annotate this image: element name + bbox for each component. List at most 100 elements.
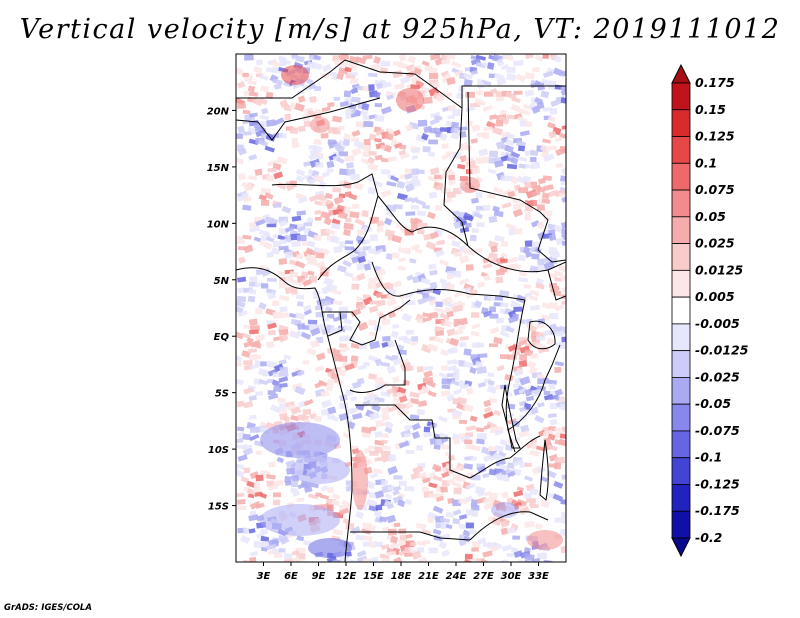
field-cell (511, 96, 521, 104)
field-cell (453, 437, 461, 445)
field-cell (542, 70, 554, 78)
field-cell (410, 204, 420, 210)
field-cell (496, 364, 505, 372)
field-cell (540, 90, 550, 99)
field-cell (368, 277, 377, 284)
field-cell (510, 157, 519, 165)
field-cell (512, 535, 520, 540)
field-cell (553, 480, 564, 489)
colorbar-box (671, 484, 691, 512)
field-cell (415, 199, 427, 207)
field-cell (548, 189, 559, 198)
field-cell (336, 144, 345, 154)
field-cell (475, 360, 484, 368)
field-cell (242, 447, 254, 456)
field-cell (236, 463, 245, 470)
field-cell (326, 160, 335, 169)
field-cell (242, 204, 252, 211)
field-cell (249, 91, 259, 97)
field-cell (530, 304, 541, 311)
field-cell (296, 234, 307, 242)
field-cell (523, 559, 533, 562)
field-cell (458, 523, 466, 530)
field-cell (396, 180, 406, 189)
field-cell (288, 312, 298, 319)
field-cell (267, 390, 276, 396)
field-cell (327, 378, 335, 386)
field-cell (488, 343, 499, 348)
field-cell (519, 406, 527, 413)
field-cell (367, 186, 377, 195)
field-cell (376, 220, 385, 228)
field-cell (446, 54, 456, 60)
lat-tick-label: 15N (207, 163, 230, 174)
field-cell (263, 241, 273, 250)
field-cell (411, 244, 420, 251)
field-cell (371, 403, 381, 412)
field-cell (483, 406, 492, 413)
field-cell (278, 219, 288, 227)
field-cell (452, 320, 462, 328)
field-cell (374, 267, 387, 278)
field-cell (291, 215, 302, 222)
field-cell (368, 305, 379, 314)
field-cell (381, 480, 388, 487)
field-cell (501, 559, 508, 562)
field-cell (505, 133, 515, 140)
field-cell (492, 205, 500, 213)
field-cell (361, 144, 372, 152)
field-cell (318, 180, 327, 189)
field-cell (471, 197, 479, 204)
field-cell (498, 115, 510, 125)
field-cell (483, 91, 494, 97)
drc-east-border (505, 299, 526, 453)
field-cell (375, 299, 386, 307)
field-cell (254, 168, 263, 176)
field-cell (330, 222, 341, 230)
field-cell (549, 312, 559, 320)
field-cell (465, 264, 474, 271)
field-cell (558, 438, 566, 447)
field-cell (491, 517, 502, 526)
field-cell (439, 132, 448, 141)
field-cell (350, 246, 361, 255)
field-cell (500, 63, 509, 71)
field-cell (438, 541, 447, 550)
field-cell (515, 73, 526, 83)
field-cell (332, 187, 342, 193)
field-cell (333, 96, 340, 101)
field-cell (307, 493, 319, 500)
field-cell (391, 234, 403, 244)
field-cell (499, 289, 510, 297)
field-cell (429, 167, 440, 176)
field-cell (374, 541, 384, 548)
field-cell (267, 159, 278, 167)
field-cell (404, 552, 414, 557)
field-cell (399, 144, 407, 150)
field-cell (523, 492, 533, 500)
field-cell (482, 473, 490, 479)
field-cell (392, 70, 403, 79)
field-cell (289, 127, 299, 134)
field-cell (260, 187, 272, 195)
field-cell (253, 540, 265, 549)
field-cell (430, 111, 441, 119)
field-cell (382, 335, 391, 342)
field-cell (507, 462, 515, 469)
field-cell (387, 485, 396, 491)
field-cell (495, 96, 505, 102)
field-cell (541, 198, 551, 205)
field-cell (517, 145, 526, 152)
field-feature (352, 450, 368, 510)
field-cell (487, 379, 495, 386)
field-cell (343, 228, 352, 237)
field-cell (357, 321, 369, 332)
field-cell (236, 239, 246, 245)
field-cell (477, 342, 485, 348)
field-cell (314, 174, 324, 183)
field-cell (427, 343, 439, 352)
field-cell (338, 151, 348, 157)
field-cell (433, 444, 441, 450)
field-cell (345, 523, 355, 530)
